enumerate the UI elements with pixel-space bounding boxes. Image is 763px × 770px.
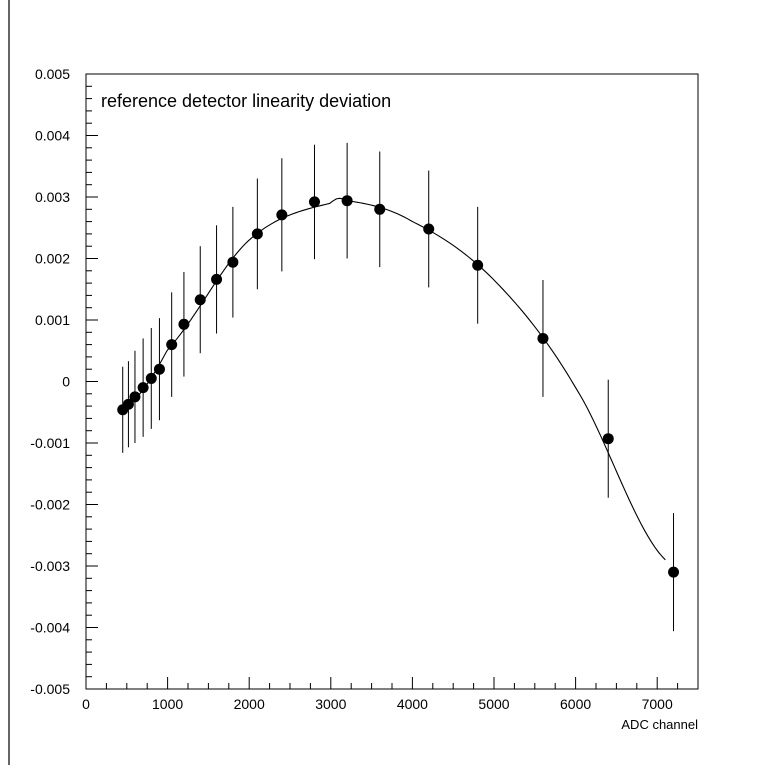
y-tick-label: 0.003: [35, 189, 70, 205]
data-point: [374, 203, 386, 215]
x-tick-label: 2000: [234, 696, 265, 712]
data-point: [227, 256, 239, 268]
data-point: [145, 372, 157, 384]
data-point: [668, 566, 680, 578]
data-point: [166, 339, 178, 351]
data-point: [153, 363, 165, 375]
data-point: [423, 223, 435, 235]
y-tick-label: 0.002: [35, 251, 70, 267]
x-tick-label: 5000: [478, 696, 509, 712]
data-point: [537, 332, 549, 344]
y-tick-label: -0.003: [30, 558, 70, 574]
y-tick-label: -0.001: [30, 435, 70, 451]
y-tick-label: 0: [62, 374, 70, 390]
chart-title: reference detector linearity deviation: [101, 91, 391, 111]
x-tick-label: 0: [82, 696, 90, 712]
plot-frame: [85, 73, 699, 690]
y-tick-label: -0.004: [30, 620, 70, 636]
y-tick-label: -0.005: [30, 681, 70, 697]
data-point: [276, 209, 288, 221]
data-point: [211, 273, 223, 285]
y-tick-label: 0.005: [35, 66, 70, 82]
x-tick-label: 7000: [642, 696, 673, 712]
x-tick-label: 1000: [152, 696, 183, 712]
data-point: [602, 433, 614, 445]
x-tick-label: 6000: [560, 696, 591, 712]
y-tick-label: -0.002: [30, 497, 70, 513]
x-tick-label: 3000: [315, 696, 346, 712]
x-tick-label: 4000: [397, 696, 428, 712]
x-axis-label: ADC channel: [621, 717, 698, 732]
data-points-layer: [117, 142, 680, 632]
data-point: [129, 391, 141, 403]
data-point: [341, 195, 353, 207]
fit-curve-layer: [122, 197, 666, 561]
y-tick-label: 0.001: [35, 312, 70, 328]
y-tick-label: 0.004: [35, 128, 70, 144]
data-point: [308, 196, 320, 208]
fit-curve: [122, 197, 666, 561]
data-point: [178, 318, 190, 330]
data-point: [472, 259, 484, 271]
axes: 0 1000 2000 3000 4000 5000 6000 7000 -0.005 -0.00…: [30, 66, 699, 712]
data-point: [251, 228, 263, 240]
data-point: [122, 398, 134, 410]
data-point: [194, 294, 206, 306]
data-point: [137, 382, 149, 394]
